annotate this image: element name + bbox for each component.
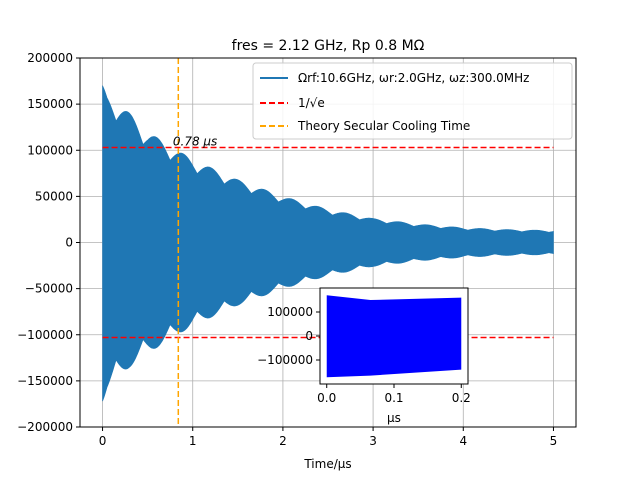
main-x-ticks: 0 1 2 3 4 5 xyxy=(99,427,558,448)
inset-y-tick-label-1: 0 xyxy=(305,329,313,343)
inset-y-ticks: −100000 0 100000 xyxy=(257,305,320,367)
inset-x-axis-label: μs xyxy=(387,411,401,425)
series-simulation-envelope xyxy=(102,85,554,402)
inset-y-tick-label-0: −100000 xyxy=(257,353,313,367)
y-tick-label-7: 150000 xyxy=(27,97,73,111)
inset-chart: 0.0 0.1 0.2 −100000 0 100000 μs xyxy=(257,287,471,425)
inset-area-group xyxy=(326,295,462,378)
main-chart: fres = 2.12 GHz, Rp 0.8 MΩ 0.78 μs 0 1 2 3 4… xyxy=(17,38,577,471)
inset-x-ticks: 0.0 0.1 0.2 xyxy=(317,384,471,405)
y-tick-label-4: 0 xyxy=(65,236,73,250)
legend: Ωrf:10.6GHz, ωr:2.0GHz, ωz:300.0MHz 1/√e… xyxy=(252,62,573,140)
legend-label-1-over-sqrt-e: 1/√e xyxy=(298,96,325,110)
x-tick-label-4: 4 xyxy=(459,434,467,448)
y-tick-label-5: 50000 xyxy=(35,189,73,203)
x-tick-label-5: 5 xyxy=(550,434,558,448)
inset-y-tick-label-2: 100000 xyxy=(267,305,313,319)
main-envelope-group xyxy=(102,85,554,402)
x-tick-label-1: 1 xyxy=(189,434,197,448)
x-tick-label-2: 2 xyxy=(279,434,287,448)
inset-x-tick-label-1: 0.1 xyxy=(384,391,403,405)
y-tick-label-6: 100000 xyxy=(27,143,73,157)
y-tick-label-1: −150000 xyxy=(17,374,73,388)
main-y-ticks: −200000 −150000 −100000 −50000 0 50000 100000 1… xyxy=(17,51,80,434)
x-tick-label-0: 0 xyxy=(99,434,107,448)
y-tick-label-2: −100000 xyxy=(17,328,73,342)
x-tick-label-3: 3 xyxy=(369,434,377,448)
legend-box xyxy=(252,62,573,140)
y-tick-label-3: −50000 xyxy=(25,282,73,296)
x-axis-label: Time/μs xyxy=(303,457,351,471)
inset-x-tick-label-0: 0.0 xyxy=(317,391,336,405)
legend-label-theory: Theory Secular Cooling Time xyxy=(297,119,470,133)
cooling-time-annotation: 0.78 μs xyxy=(173,134,217,148)
chart-title: fres = 2.12 GHz, Rp 0.8 MΩ xyxy=(232,38,425,54)
y-tick-label-0: −200000 xyxy=(17,420,73,434)
inset-series-area xyxy=(326,295,462,378)
y-tick-label-8: 200000 xyxy=(27,51,73,65)
inset-x-tick-label-2: 0.2 xyxy=(452,391,471,405)
legend-label-simulation: Ωrf:10.6GHz, ωr:2.0GHz, ωz:300.0MHz xyxy=(298,71,529,85)
